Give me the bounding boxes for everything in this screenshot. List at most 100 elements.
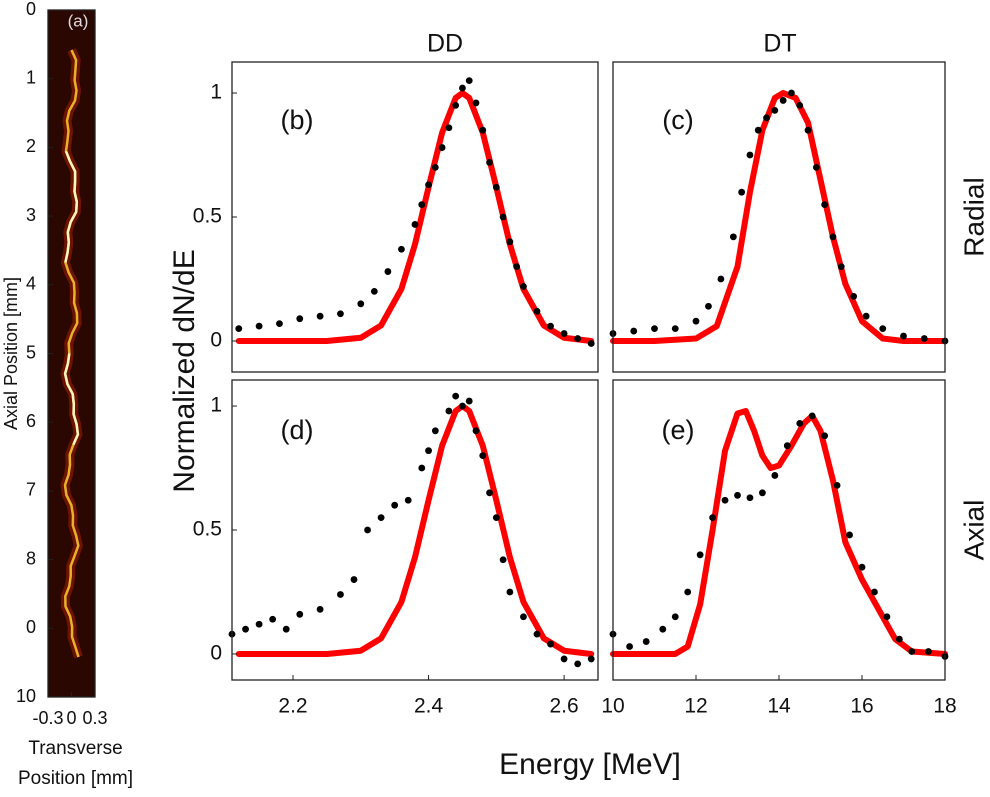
data-point <box>486 159 493 166</box>
data-point <box>587 340 595 347</box>
y-tick-label: 0 <box>210 642 222 665</box>
data-point <box>520 283 527 290</box>
data-point <box>465 397 473 405</box>
filament-core <box>64 150 79 263</box>
panel: (b) 0 0.5 1 <box>193 61 599 373</box>
data-point <box>296 610 304 618</box>
x-tick-label: 18 <box>933 695 956 718</box>
x-tick-label: 2.4 <box>414 695 444 718</box>
data-point <box>276 320 283 328</box>
data-point <box>684 588 692 596</box>
data-point <box>754 126 762 134</box>
data-point <box>808 412 816 420</box>
y-tick-label: 8 <box>26 548 36 568</box>
data-point <box>506 588 514 596</box>
panel-label: (b) <box>281 105 314 135</box>
data-point <box>384 268 392 275</box>
data-point <box>671 613 679 621</box>
data-point <box>438 144 446 151</box>
data-point <box>821 201 829 209</box>
data-point <box>255 620 263 628</box>
data-point <box>269 615 277 623</box>
data-point <box>796 419 804 427</box>
data-point <box>895 635 903 643</box>
data-point <box>862 312 870 320</box>
data-point <box>486 489 493 497</box>
data-point <box>316 312 324 320</box>
data-point <box>370 288 378 295</box>
data-point <box>871 588 878 596</box>
data-point <box>431 427 439 435</box>
data-point <box>671 325 679 332</box>
data-point <box>574 335 582 342</box>
column-title: DD <box>427 30 463 58</box>
data-point <box>908 648 916 655</box>
data-point <box>418 201 426 209</box>
data-point <box>771 106 779 114</box>
y-tick-label: 5 <box>26 342 36 362</box>
data-point <box>533 630 541 638</box>
row-label: Axial <box>958 500 989 561</box>
data-point <box>337 591 344 598</box>
data-point <box>472 99 480 107</box>
x-tick-label: 2.6 <box>550 695 579 718</box>
data-point <box>472 427 480 435</box>
filament-core <box>63 353 80 446</box>
data-point <box>883 613 891 621</box>
x-tick-label: 10 <box>601 695 624 718</box>
data-point <box>520 613 527 621</box>
data-point <box>738 188 746 196</box>
plot-area <box>613 62 945 372</box>
data-point <box>771 472 779 479</box>
panel-label: (a) <box>68 11 89 30</box>
data-point <box>364 526 371 534</box>
y-tick-label: 6 <box>26 411 36 431</box>
data-point <box>418 464 426 472</box>
data-point <box>506 238 514 246</box>
data-point <box>692 317 700 325</box>
data-point <box>763 114 770 122</box>
x-tick-label: 12 <box>684 695 707 718</box>
data-point <box>547 322 554 330</box>
data-point <box>721 496 729 504</box>
data-point <box>642 638 650 645</box>
data-point <box>858 563 866 571</box>
data-point <box>404 496 412 504</box>
data-point <box>425 181 432 189</box>
data-point <box>746 151 754 159</box>
y-tick-label: 1 <box>26 67 36 87</box>
data-point <box>833 481 841 489</box>
data-point <box>560 330 568 337</box>
data-point <box>696 551 704 559</box>
data-point <box>812 164 820 171</box>
x-tick-label: 16 <box>850 695 873 718</box>
panel-label: (c) <box>662 105 693 135</box>
data-point <box>316 605 324 613</box>
x-tick-label: 14 <box>767 695 791 718</box>
data-point <box>651 325 658 332</box>
data-point <box>391 501 399 509</box>
y-axis-label: Axial Position [mm] <box>1 277 21 430</box>
data-point <box>925 648 932 655</box>
y-tick-label: 2 <box>26 136 36 156</box>
x-tick-label: 2.2 <box>278 695 307 718</box>
data-point <box>350 576 358 583</box>
y-tick-label: 3 <box>26 205 36 225</box>
data-point <box>717 275 725 283</box>
data-point <box>900 332 907 340</box>
row-label: Radial <box>958 177 989 256</box>
data-point <box>850 292 858 300</box>
y-tick-label: 1 <box>210 81 222 104</box>
data-point <box>513 263 521 270</box>
data-point <box>452 392 460 400</box>
data-point <box>411 221 419 228</box>
data-point <box>709 514 716 522</box>
data-point <box>431 164 439 171</box>
panel-label: (e) <box>662 415 695 445</box>
data-point <box>587 655 595 663</box>
data-point <box>357 300 365 308</box>
y-tick-label: 10 <box>16 686 36 706</box>
data-point <box>547 640 554 648</box>
